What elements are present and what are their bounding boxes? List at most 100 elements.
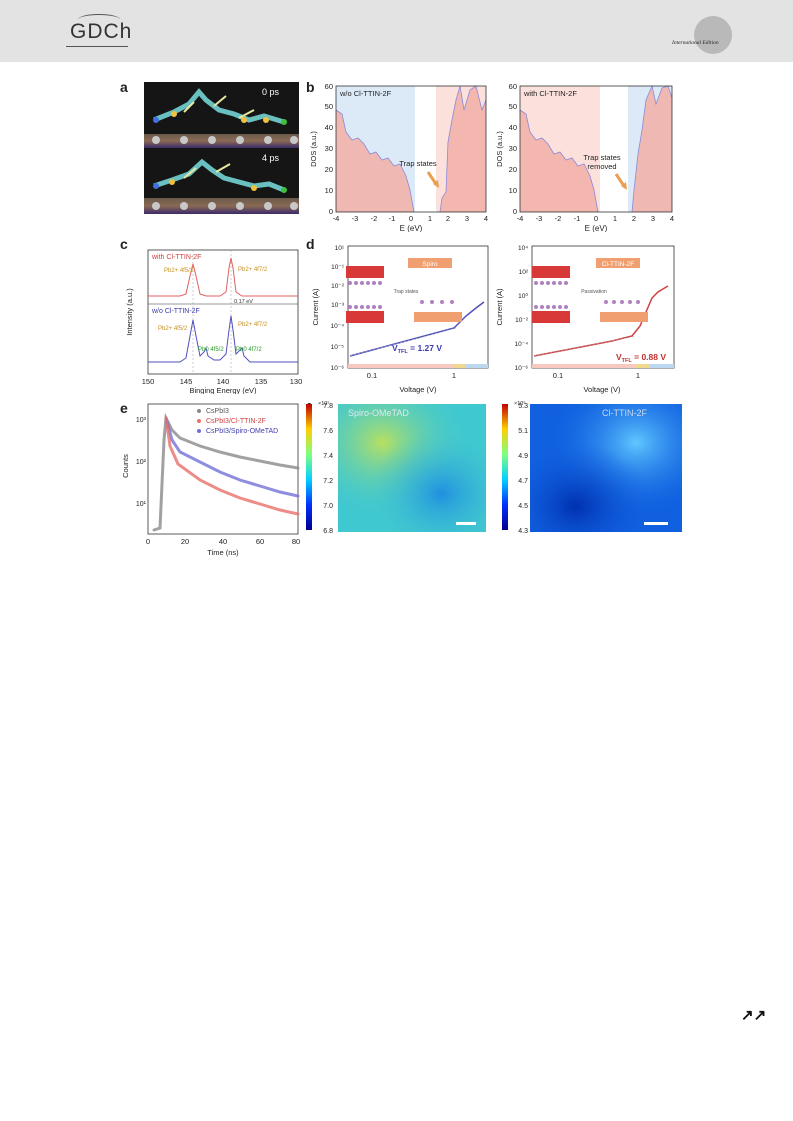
sclc-right-ylabel: Current (A): [495, 288, 504, 326]
dos-left-annotation: Trap states: [399, 159, 436, 168]
trpl-ytick: 10²: [136, 459, 147, 466]
continue-arrows-icon[interactable]: ↗↗: [741, 1007, 767, 1024]
sclc-right-ytick: 10⁰: [518, 292, 528, 300]
xps-ylabel: Intensity (a.u.): [125, 288, 134, 336]
colorbar-left-tick: 7.4: [323, 453, 333, 460]
xps-shift: 0.17 eV: [234, 299, 253, 305]
sclc-right-ytick: 10⁻²: [515, 317, 529, 324]
dos-right-annotation-2: removed: [587, 162, 616, 171]
colorbar-right-tick: 5.1: [518, 428, 528, 435]
xps-peak-bot-3: Pb0 4f5/2: [198, 347, 224, 353]
dos-left-xtick: -4: [333, 214, 340, 223]
dos-left-xlabel: E (eV): [400, 224, 423, 232]
sclc-left-vtfl: VTFL = 1.27 V: [392, 343, 442, 355]
dos-right-label: with Cl-TTIN-2F: [523, 89, 577, 98]
panel-letter-c: c: [120, 236, 128, 252]
sclc-right-plot: Cl-TTIN-2F Passivation VTFL = 0.88 V Cur…: [495, 245, 675, 394]
dos-right-xtick: 4: [670, 214, 674, 223]
dos-left-ytick: 60: [325, 82, 333, 91]
dos-left-xtick: -3: [352, 214, 359, 223]
xps-peak-bot-1: Pb2+ 4f5/2: [158, 326, 188, 332]
trpl-ytick: 10³: [136, 417, 147, 424]
panel-letter-e: e: [120, 400, 128, 416]
colorbar-right-tick: 4.7: [518, 478, 528, 485]
panel-b-dos: w/o Cl-TTIN-2F Trap states DOS (a.u.) E …: [309, 82, 674, 232]
sclc-right-box: Cl-TTIN-2F: [602, 261, 635, 268]
panel-d-sclc: Spiro Trap states VTFL = 1.27 V Current …: [311, 245, 675, 394]
sclc-left-xtick: 1: [452, 371, 456, 380]
dos-left-label: w/o Cl-TTIN-2F: [339, 89, 392, 98]
xps-xtick: 135: [255, 377, 268, 386]
trpl-xtick: 80: [292, 537, 300, 546]
edition-badge: [694, 16, 732, 54]
sclc-left-ytick: 10¹: [335, 245, 345, 252]
xps-peak-bot-4: Pb0 4f7/2: [236, 347, 262, 353]
dos-right-ylabel: DOS (a.u.): [495, 131, 504, 167]
colorbar-left-tick: 7.0: [323, 503, 333, 510]
panel-e-trpl: CsPbI3 CsPbI3/Cl-TTIN-2F CsPbI3/Spiro-OM…: [121, 403, 300, 557]
colorbar-right-exp: ×10⁵: [514, 400, 526, 407]
trpl-xtick: 60: [256, 537, 264, 546]
dos-right-xtick: 0: [594, 214, 598, 223]
dos-left-ytick: 50: [325, 102, 333, 111]
dos-right-xtick: -3: [536, 214, 543, 223]
map-label-cl-ttin: Cl-TTIN-2F: [602, 408, 647, 418]
trpl-ytick: 10¹: [136, 501, 147, 508]
colorbar-right: [502, 404, 508, 530]
time-label-4ps: 4 ps: [262, 153, 280, 163]
perovskite-slab-bottom: [144, 198, 299, 214]
sclc-left-ytick: 10⁻⁵: [331, 344, 345, 351]
panel-letter-a: a: [120, 79, 128, 95]
xps-curve-with: [148, 257, 298, 297]
trpl-xtick: 20: [181, 537, 189, 546]
logo-arc: [78, 14, 120, 25]
colorbar-left-tick: 6.8: [323, 528, 333, 535]
map-label-spiro: Spiro-OMeTAD: [348, 408, 409, 418]
dos-right-xtick: -2: [555, 214, 562, 223]
dos-left-ylabel: DOS (a.u.): [309, 131, 318, 167]
colorbar-left-tick: 7.8: [323, 403, 333, 410]
sclc-right-ytick: 10⁻⁴: [515, 341, 529, 348]
colorbar-left-tick: 7.6: [323, 428, 333, 435]
colorbar-left-tick: 7.2: [323, 478, 333, 485]
sclc-right-xtick: 1: [636, 371, 640, 380]
colorbar-left: [306, 404, 312, 530]
journal-header: GDCh International Edition: [0, 0, 793, 62]
dos-right-ytick: 0: [513, 207, 517, 216]
sclc-left-ytick: 10⁻²: [331, 283, 345, 290]
dos-right-xlabel: E (eV): [585, 224, 608, 232]
trpl-curve-cl-ttin: [164, 416, 300, 516]
xps-peak-top-1: Pb2+ 4f5/2: [164, 268, 194, 274]
dos-right-xtick: -1: [574, 214, 581, 223]
dos-right-ytick: 30: [509, 144, 517, 153]
trpl-ylabel: Counts: [121, 454, 130, 478]
dos-right-ytick: 10: [509, 186, 517, 195]
legend-item-0: CsPbI3: [206, 408, 229, 415]
dos-left-ytick: 40: [325, 123, 333, 132]
xps-xtick: 130: [290, 377, 303, 386]
dos-left-ytick: 20: [325, 165, 333, 174]
sclc-right-ytick: 10²: [519, 269, 529, 276]
trpl-xtick: 0: [146, 537, 150, 546]
xps-peak-bot-2: Pb2+ 4f7/2: [238, 322, 268, 328]
trpl-curve-spiro: [164, 416, 300, 498]
dos-left-xtick: 2: [446, 214, 450, 223]
sclc-left-xlabel: Voltage (V): [399, 385, 437, 394]
edition-label: International Edition: [672, 40, 719, 46]
sclc-right-mid: Passivation: [581, 289, 607, 295]
sclc-left-plot: Spiro Trap states VTFL = 1.27 V Current …: [311, 245, 489, 394]
xps-label-with: with Cl-TTIN-2F: [151, 254, 201, 261]
trpl-xtick: 40: [219, 537, 227, 546]
dos-left-xtick: 4: [484, 214, 488, 223]
dos-left-xtick: 0: [409, 214, 413, 223]
sclc-right-xlabel: Voltage (V): [583, 385, 621, 394]
lead-atoms: [152, 136, 298, 210]
xps-label-without: w/o Cl-TTIN-2F: [151, 308, 200, 315]
scale-bar-left: [456, 522, 476, 525]
sclc-left-ytick: 10⁻⁴: [331, 323, 345, 330]
colorbar-right-tick: 4.3: [518, 528, 528, 535]
sclc-right-ytick: 10⁻⁶: [515, 365, 529, 372]
xps-xtick: 150: [142, 377, 155, 386]
xps-peak-top-2: Pb2+ 4f7/2: [238, 267, 268, 273]
legend-marker-2: [197, 429, 201, 433]
